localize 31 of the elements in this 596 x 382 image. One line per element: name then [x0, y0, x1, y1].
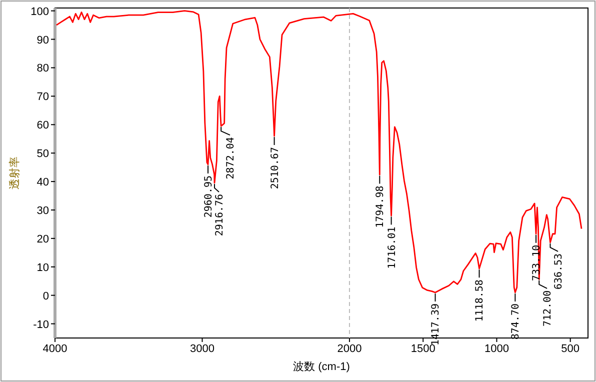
- y-tick-label: 10: [36, 262, 49, 274]
- annotation: 712.00: [542, 290, 554, 327]
- annotation: 2960.95: [203, 175, 214, 218]
- y-tick-label: 80: [36, 62, 49, 75]
- annotation: 2510.67: [270, 147, 281, 190]
- annotation: 1417.39: [430, 303, 442, 346]
- y-tick-label: 0: [42, 290, 49, 302]
- y-axis-title: 透射率: [8, 156, 21, 190]
- annotation: 1118.58: [474, 280, 486, 322]
- y-tick-label: 90: [36, 34, 49, 46]
- x-tick-label: 1500: [410, 343, 436, 355]
- x-tick-label: 500: [561, 343, 580, 355]
- x-tick-label: 1000: [484, 343, 509, 355]
- x-tick-label: 2000: [337, 343, 362, 355]
- y-tick-label: 50: [36, 148, 49, 160]
- annotation: 636.53: [554, 253, 565, 290]
- annotation: 2916.76: [214, 194, 226, 236]
- y-tick-label: 70: [36, 91, 49, 104]
- y-tick-label: 40: [36, 176, 49, 189]
- x-tick-label: 4000: [42, 343, 68, 355]
- annotation: 1716.01: [386, 226, 398, 269]
- x-tick-label: 3000: [190, 343, 214, 355]
- x-axis-title: 波数 (cm-1): [293, 360, 350, 373]
- y-tick-label: 100: [30, 6, 49, 18]
- y-tick-label: 30: [36, 204, 49, 217]
- annotation: 2872.04: [225, 137, 236, 180]
- annotation: 733.10: [532, 244, 543, 282]
- y-tick-label: 60: [36, 120, 49, 132]
- y-tick-label: 20: [36, 233, 49, 246]
- y-tick-label: -10: [33, 318, 49, 331]
- annotation: 1794.98: [375, 186, 386, 228]
